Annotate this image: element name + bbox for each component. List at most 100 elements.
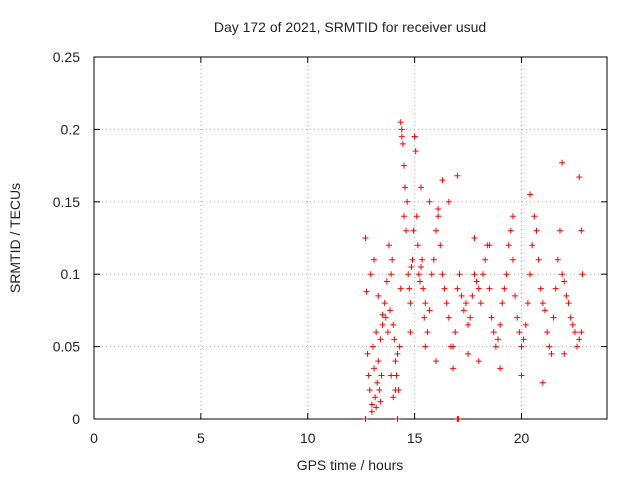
data-point	[486, 285, 493, 292]
data-point	[410, 227, 417, 234]
data-point	[554, 256, 561, 263]
x-tick-label: 10	[300, 430, 316, 446]
axis-ticks: 0 0.05 0.1 0.15 0.2 0.25 0 5 10 15 20	[53, 49, 607, 446]
data-point	[404, 198, 411, 205]
data-point	[366, 387, 373, 394]
plot-frame	[93, 56, 608, 420]
data-point	[469, 292, 476, 299]
data-point	[383, 278, 390, 285]
data-point	[509, 213, 516, 220]
data-point	[411, 133, 418, 140]
data-point	[418, 263, 425, 270]
data-point	[407, 300, 414, 307]
data-point	[407, 329, 414, 336]
data-point	[420, 285, 427, 292]
y-tick-label: 0.25	[53, 49, 80, 65]
data-point	[499, 300, 506, 307]
data-point	[503, 271, 510, 278]
data-point	[394, 416, 401, 422]
data-point	[439, 271, 446, 278]
data-point	[578, 329, 585, 336]
data-point	[384, 329, 391, 336]
data-point	[571, 329, 578, 336]
data-point	[486, 242, 493, 249]
data-point	[385, 242, 392, 249]
data-point	[397, 285, 404, 292]
data-point	[550, 314, 557, 321]
data-point	[465, 350, 472, 357]
y-tick-label: 0.05	[53, 339, 80, 355]
data-point	[574, 343, 581, 350]
data-point	[480, 271, 487, 278]
data-point	[413, 213, 420, 220]
data-point	[367, 271, 374, 278]
data-point	[397, 119, 404, 126]
data-point	[529, 242, 536, 249]
data-point	[445, 314, 452, 321]
data-point	[467, 314, 474, 321]
data-point	[375, 292, 382, 299]
data-point	[433, 227, 439, 234]
data-point	[416, 278, 423, 285]
data-point	[497, 365, 504, 372]
data-point	[542, 307, 549, 314]
data-point	[450, 343, 457, 350]
data-point	[422, 343, 429, 350]
data-point	[527, 191, 534, 198]
data-points	[362, 119, 586, 422]
data-point	[387, 307, 394, 314]
data-point	[537, 285, 544, 292]
data-point	[398, 133, 405, 140]
data-point	[435, 206, 442, 213]
data-point	[477, 300, 484, 307]
data-point	[398, 126, 405, 133]
data-point	[421, 314, 428, 321]
x-axis-label: GPS time / hours	[297, 457, 404, 473]
data-point	[362, 235, 369, 241]
data-point	[455, 416, 462, 422]
data-point	[454, 172, 461, 179]
data-point	[460, 307, 467, 314]
data-point	[475, 285, 482, 292]
data-point	[369, 343, 376, 350]
data-point	[512, 292, 519, 299]
data-point	[531, 213, 538, 220]
data-point	[424, 329, 431, 336]
chart-title: Day 172 of 2021, SRMTID for receiver usu…	[214, 19, 486, 35]
data-point	[567, 314, 574, 321]
data-point	[364, 350, 371, 357]
data-point	[376, 387, 383, 394]
y-tick-label: 0	[72, 411, 80, 427]
data-point	[450, 365, 457, 372]
data-point	[471, 271, 478, 278]
data-point	[396, 343, 403, 350]
data-point	[430, 256, 437, 263]
data-point	[363, 288, 370, 295]
data-point	[377, 398, 384, 405]
data-point	[372, 394, 379, 401]
data-point	[443, 300, 450, 307]
data-point	[539, 379, 546, 386]
data-point	[559, 159, 566, 166]
data-point	[405, 271, 412, 278]
data-point	[561, 350, 568, 357]
data-point	[544, 329, 551, 336]
data-point	[368, 401, 375, 408]
data-point	[382, 314, 389, 321]
data-point	[522, 321, 529, 328]
data-point	[426, 307, 433, 314]
data-point	[375, 358, 382, 365]
data-point	[505, 242, 512, 249]
data-point	[393, 372, 400, 379]
data-point	[563, 292, 570, 299]
x-tick-label: 0	[90, 430, 98, 446]
data-point	[365, 372, 372, 379]
data-point	[539, 300, 546, 307]
data-point	[552, 285, 559, 292]
data-point	[388, 271, 395, 278]
data-point	[452, 329, 459, 336]
data-point	[368, 408, 375, 415]
data-point	[391, 336, 398, 343]
data-point	[408, 263, 415, 270]
